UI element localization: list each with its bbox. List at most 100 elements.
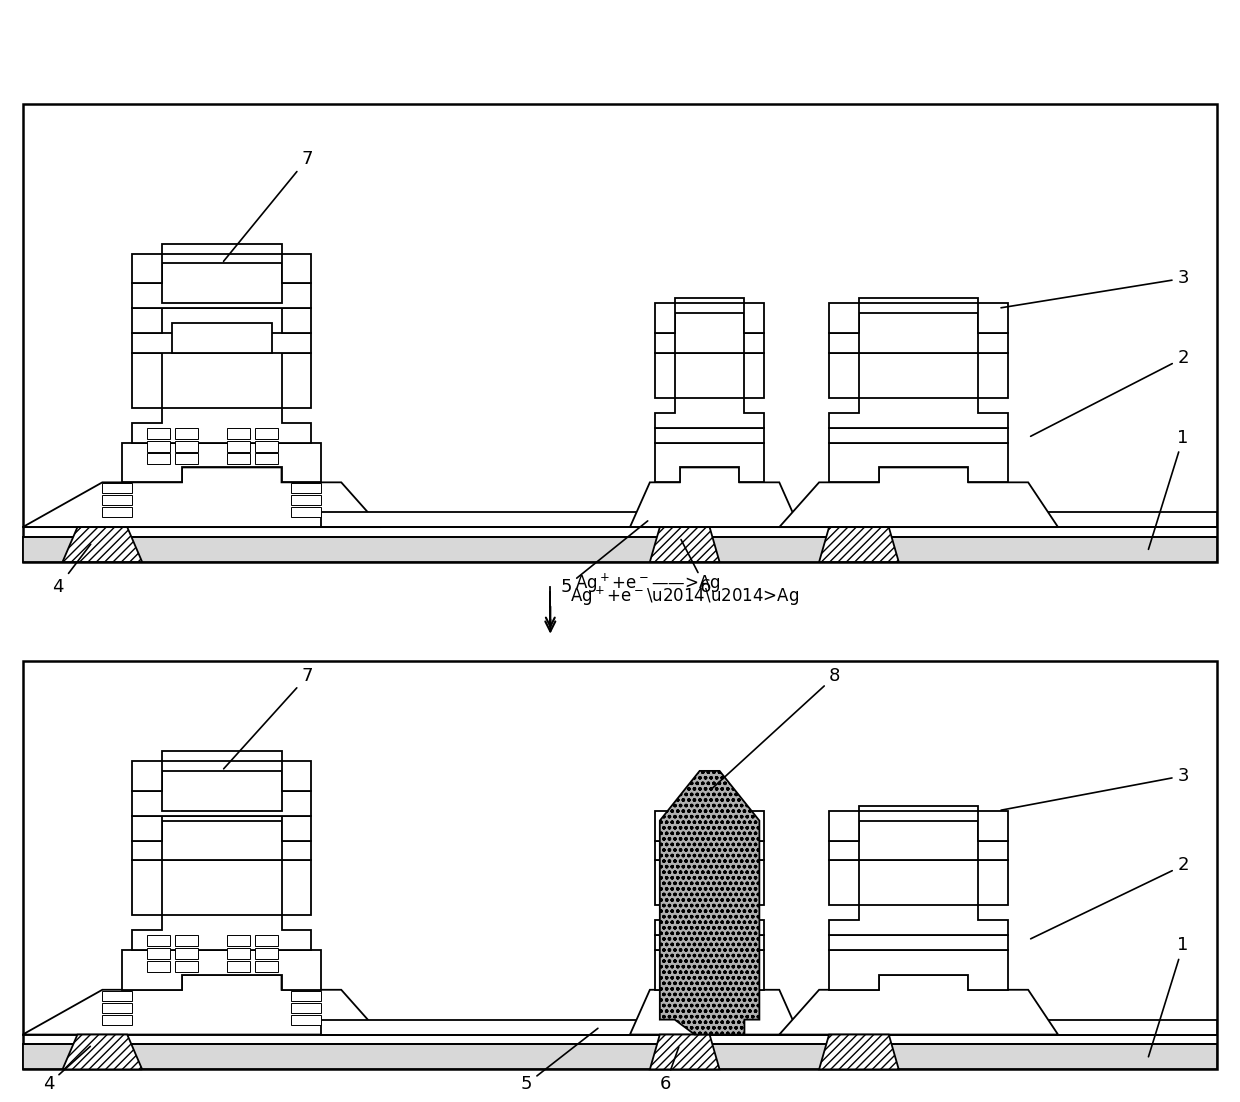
Polygon shape xyxy=(254,441,278,452)
Polygon shape xyxy=(227,441,249,452)
Polygon shape xyxy=(227,454,249,464)
Polygon shape xyxy=(133,750,311,791)
Text: 5: 5 xyxy=(560,521,647,596)
Polygon shape xyxy=(291,991,321,1001)
Polygon shape xyxy=(103,1015,133,1025)
Text: 4: 4 xyxy=(52,544,91,596)
Polygon shape xyxy=(123,443,321,483)
Polygon shape xyxy=(291,507,321,517)
Polygon shape xyxy=(175,454,198,464)
Polygon shape xyxy=(62,527,143,562)
Polygon shape xyxy=(175,428,198,439)
Polygon shape xyxy=(744,353,764,398)
Polygon shape xyxy=(655,936,764,950)
Polygon shape xyxy=(133,283,311,309)
Polygon shape xyxy=(830,936,1008,950)
Polygon shape xyxy=(830,428,1008,443)
Polygon shape xyxy=(254,961,278,972)
Polygon shape xyxy=(103,495,133,505)
Polygon shape xyxy=(143,936,301,950)
Polygon shape xyxy=(133,353,162,408)
Polygon shape xyxy=(655,841,764,861)
Polygon shape xyxy=(779,467,1058,527)
Polygon shape xyxy=(630,975,800,1035)
Polygon shape xyxy=(254,454,278,464)
Polygon shape xyxy=(103,507,133,517)
Polygon shape xyxy=(148,428,170,439)
Text: 6: 6 xyxy=(681,540,711,596)
Polygon shape xyxy=(675,821,744,861)
Polygon shape xyxy=(172,323,272,353)
Text: 1: 1 xyxy=(1148,429,1189,549)
Polygon shape xyxy=(655,950,764,990)
Polygon shape xyxy=(820,527,899,562)
Polygon shape xyxy=(175,961,198,972)
Polygon shape xyxy=(779,975,1058,1035)
Polygon shape xyxy=(978,353,1008,398)
Polygon shape xyxy=(655,299,764,333)
Polygon shape xyxy=(133,244,311,283)
Polygon shape xyxy=(655,428,764,443)
Polygon shape xyxy=(291,1015,321,1025)
Polygon shape xyxy=(291,484,321,494)
Polygon shape xyxy=(123,950,321,990)
Polygon shape xyxy=(175,948,198,959)
Polygon shape xyxy=(254,948,278,959)
Polygon shape xyxy=(148,936,170,946)
Polygon shape xyxy=(103,484,133,494)
Polygon shape xyxy=(103,1003,133,1013)
Polygon shape xyxy=(22,1045,1218,1069)
Polygon shape xyxy=(830,841,1008,861)
Polygon shape xyxy=(291,495,321,505)
Polygon shape xyxy=(978,861,1008,905)
Polygon shape xyxy=(655,905,764,936)
Polygon shape xyxy=(22,661,1218,1069)
Polygon shape xyxy=(133,841,311,861)
Polygon shape xyxy=(830,398,1008,428)
Text: 3: 3 xyxy=(1001,767,1189,810)
Polygon shape xyxy=(830,333,1008,353)
Polygon shape xyxy=(830,861,859,905)
Polygon shape xyxy=(830,353,859,398)
Polygon shape xyxy=(62,1035,143,1069)
Text: Ag$^+$+e$^-$——>Ag: Ag$^+$+e$^-$——>Ag xyxy=(575,572,720,595)
Polygon shape xyxy=(175,441,198,452)
Polygon shape xyxy=(675,313,744,353)
Polygon shape xyxy=(133,408,311,443)
Text: Ag$^+$+e$^-$\u2014\u2014>Ag: Ag$^+$+e$^-$\u2014\u2014>Ag xyxy=(570,585,800,608)
Text: 3: 3 xyxy=(1001,269,1189,307)
Polygon shape xyxy=(744,861,764,905)
Text: 7: 7 xyxy=(223,150,312,261)
Polygon shape xyxy=(254,428,278,439)
Polygon shape xyxy=(148,961,170,972)
Text: 2: 2 xyxy=(1030,856,1189,939)
Polygon shape xyxy=(148,441,170,452)
Polygon shape xyxy=(133,915,311,950)
Polygon shape xyxy=(133,811,311,841)
Polygon shape xyxy=(321,512,1218,527)
Polygon shape xyxy=(660,771,759,1035)
Polygon shape xyxy=(175,936,198,946)
Text: 4: 4 xyxy=(42,1047,91,1093)
Text: 2: 2 xyxy=(1030,349,1189,436)
Polygon shape xyxy=(133,333,311,353)
Polygon shape xyxy=(133,303,311,333)
Polygon shape xyxy=(148,948,170,959)
Polygon shape xyxy=(291,1003,321,1013)
Polygon shape xyxy=(859,313,978,353)
Text: 1: 1 xyxy=(1148,936,1189,1057)
Polygon shape xyxy=(830,806,1008,841)
Polygon shape xyxy=(655,333,764,353)
Polygon shape xyxy=(830,905,1008,936)
Polygon shape xyxy=(22,467,381,527)
Polygon shape xyxy=(281,861,311,915)
Text: 5: 5 xyxy=(521,1028,598,1093)
Polygon shape xyxy=(655,353,675,398)
Polygon shape xyxy=(655,398,764,428)
Polygon shape xyxy=(321,1019,1218,1035)
Polygon shape xyxy=(227,948,249,959)
Polygon shape xyxy=(655,806,764,841)
Polygon shape xyxy=(830,299,1008,333)
Polygon shape xyxy=(830,950,1008,990)
Polygon shape xyxy=(630,467,800,527)
